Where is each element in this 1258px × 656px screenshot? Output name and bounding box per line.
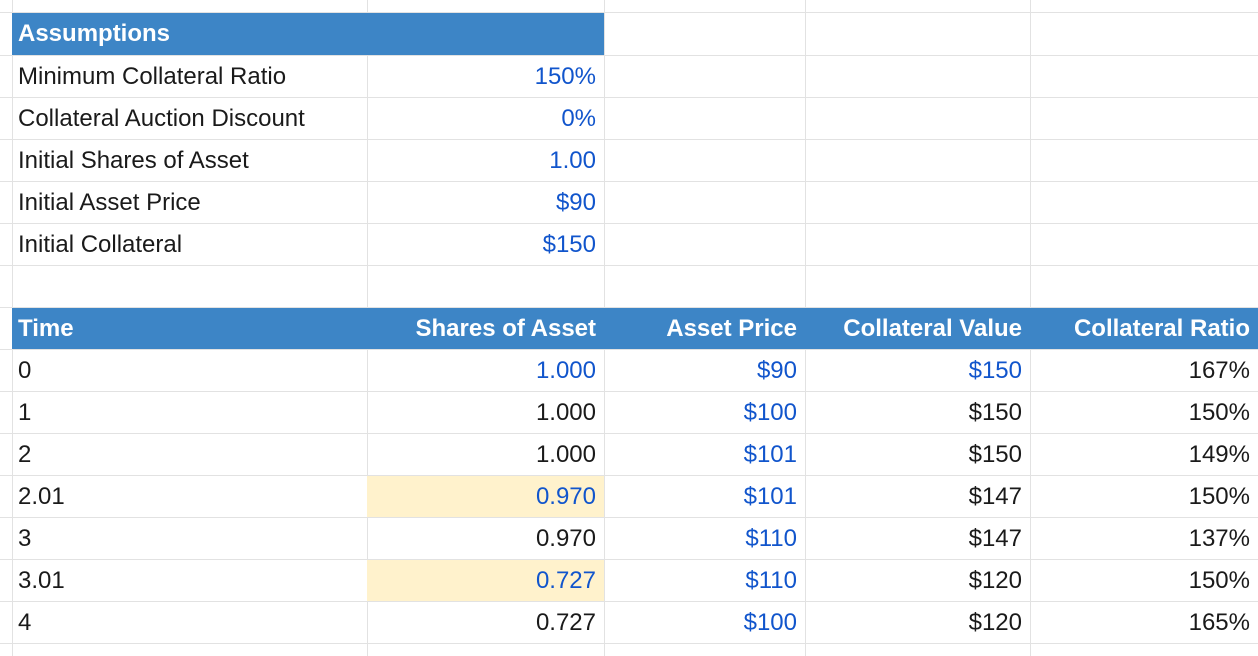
- cell-collateral-value[interactable]: $120: [968, 609, 1022, 636]
- cell-asset-price[interactable]: $110: [745, 567, 797, 594]
- cell-time[interactable]: 2.01: [18, 483, 65, 510]
- cell-time[interactable]: 3.01: [18, 567, 65, 594]
- gridline-horizontal: [0, 12, 1258, 13]
- cell-asset-price[interactable]: $100: [743, 399, 797, 426]
- cell-collateral-ratio[interactable]: 150%: [1188, 399, 1250, 426]
- cell-shares-of-asset[interactable]: 0.727: [367, 560, 604, 601]
- cell-collateral-value[interactable]: $147: [968, 525, 1022, 552]
- gridline-horizontal: [0, 433, 1258, 434]
- header-time[interactable]: Time: [12, 308, 367, 349]
- cell-time[interactable]: 1: [18, 399, 32, 426]
- cell-shares-of-asset[interactable]: 1.000: [535, 399, 596, 426]
- cell-time[interactable]: 2: [18, 441, 32, 468]
- cell-shares-of-asset[interactable]: 1.000: [535, 441, 596, 468]
- gridline-horizontal: [0, 55, 1258, 56]
- header-collateral-value[interactable]: Collateral Value: [805, 308, 1030, 349]
- cell-asset-price[interactable]: $90: [756, 357, 797, 384]
- cell-collateral-ratio[interactable]: 165%: [1188, 609, 1250, 636]
- assumption-label[interactable]: Initial Shares of Asset: [18, 147, 249, 174]
- gridline-horizontal: [0, 307, 1258, 308]
- header-asset-price[interactable]: Asset Price: [604, 308, 805, 349]
- gridline-horizontal: [0, 349, 1258, 350]
- cell-time[interactable]: 4: [18, 609, 32, 636]
- assumption-label[interactable]: Initial Asset Price: [18, 189, 201, 216]
- assumption-label[interactable]: Minimum Collateral Ratio: [18, 63, 287, 90]
- gridline-horizontal: [0, 559, 1258, 560]
- assumption-value[interactable]: $150: [542, 231, 596, 258]
- gridline-horizontal: [0, 475, 1258, 476]
- cell-collateral-value[interactable]: $147: [968, 483, 1022, 510]
- assumption-value[interactable]: 1.00: [549, 147, 596, 174]
- cell-shares-of-asset[interactable]: 0.727: [535, 609, 596, 636]
- cell-collateral-value[interactable]: $150: [968, 399, 1022, 426]
- cell-time[interactable]: 0: [18, 357, 32, 384]
- cell-collateral-value[interactable]: $150: [968, 357, 1022, 384]
- cell-shares-of-asset[interactable]: 1.000: [535, 357, 596, 384]
- gridline-horizontal: [0, 601, 1258, 602]
- cell-shares-of-asset[interactable]: 0.970: [535, 525, 596, 552]
- cell-asset-price[interactable]: $100: [743, 609, 797, 636]
- cell-collateral-ratio[interactable]: 150%: [1188, 567, 1250, 594]
- gridline-horizontal: [0, 139, 1258, 140]
- gridline-horizontal: [0, 97, 1258, 98]
- cell-collateral-ratio[interactable]: 137%: [1188, 525, 1250, 552]
- assumption-value[interactable]: 0%: [561, 105, 596, 132]
- assumption-value[interactable]: $90: [555, 189, 596, 216]
- cell-collateral-ratio[interactable]: 149%: [1188, 441, 1250, 468]
- cell-asset-price[interactable]: $101: [743, 441, 797, 468]
- cell-collateral-ratio[interactable]: 150%: [1188, 483, 1250, 510]
- gridline-horizontal: [0, 223, 1258, 224]
- gridline-horizontal: [0, 517, 1258, 518]
- cell-collateral-ratio[interactable]: 167%: [1188, 357, 1250, 384]
- gridline-horizontal: [0, 643, 1258, 644]
- assumptions-header[interactable]: Assumptions: [12, 13, 604, 55]
- header-collateral-ratio[interactable]: Collateral Ratio: [1030, 308, 1258, 349]
- gridline-horizontal: [0, 391, 1258, 392]
- cell-collateral-value[interactable]: $120: [968, 567, 1022, 594]
- assumption-label[interactable]: Initial Collateral: [18, 231, 183, 258]
- header-shares-of-asset[interactable]: Shares of Asset: [367, 308, 604, 349]
- cell-collateral-value[interactable]: $150: [968, 441, 1022, 468]
- cell-time[interactable]: 3: [18, 525, 32, 552]
- assumption-label[interactable]: Collateral Auction Discount: [18, 105, 305, 132]
- cell-asset-price[interactable]: $110: [745, 525, 797, 552]
- gridline-horizontal: [0, 265, 1258, 266]
- assumption-value[interactable]: 150%: [534, 63, 596, 90]
- gridline-horizontal: [0, 181, 1258, 182]
- cell-asset-price[interactable]: $101: [743, 483, 797, 510]
- cell-shares-of-asset[interactable]: 0.970: [367, 476, 604, 517]
